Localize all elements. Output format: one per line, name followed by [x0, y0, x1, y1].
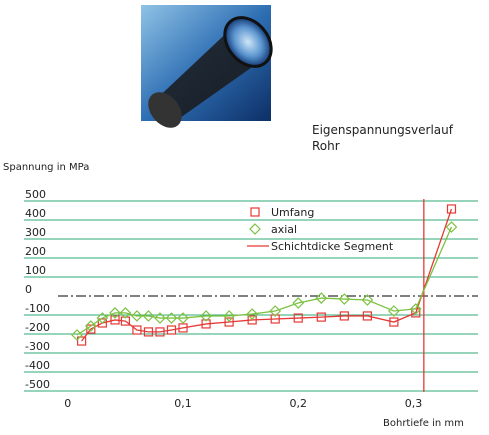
y-tick-label: -400	[25, 359, 50, 372]
plot: 500 400 300 200 100 0 -100 -200 -300 -400 -500 0 0,1…	[24, 188, 478, 410]
x-tick-label: 0,2	[289, 397, 307, 410]
y-tick-label: 200	[25, 245, 46, 258]
y-axis-label: Spannung in MPa	[3, 162, 89, 173]
x-tick-label: 0,3	[405, 397, 423, 410]
y-tick-label: -100	[25, 302, 50, 315]
x-axis-label: Bohrtiefe in mm	[383, 418, 464, 429]
series-line	[77, 227, 451, 335]
legend-marker	[250, 224, 260, 234]
caption-line: Eigenspannungsverlauf	[312, 123, 454, 137]
caption-line: Rohr	[312, 139, 340, 153]
y-tick-label: 300	[25, 226, 46, 239]
x-tick-label: 0	[64, 397, 71, 410]
page: Eigenspannungsverlauf Rohr Spannung in M…	[0, 0, 489, 431]
legend-label: axial	[271, 223, 297, 236]
y-tick-label: 400	[25, 207, 46, 220]
photo	[141, 5, 281, 134]
legend-label: Umfang	[271, 206, 314, 219]
x-tick-label: 0,1	[174, 397, 192, 410]
legend-label: Schichtdicke Segment	[271, 240, 394, 253]
y-tick-label: -500	[25, 378, 50, 391]
y-tick-label: -300	[25, 340, 50, 353]
legend-marker	[251, 208, 259, 216]
y-tick-label: 100	[25, 264, 46, 277]
y-tick-label: 500	[25, 188, 46, 201]
y-tick-label: -200	[25, 321, 50, 334]
y-tick-label: 0	[25, 283, 32, 296]
